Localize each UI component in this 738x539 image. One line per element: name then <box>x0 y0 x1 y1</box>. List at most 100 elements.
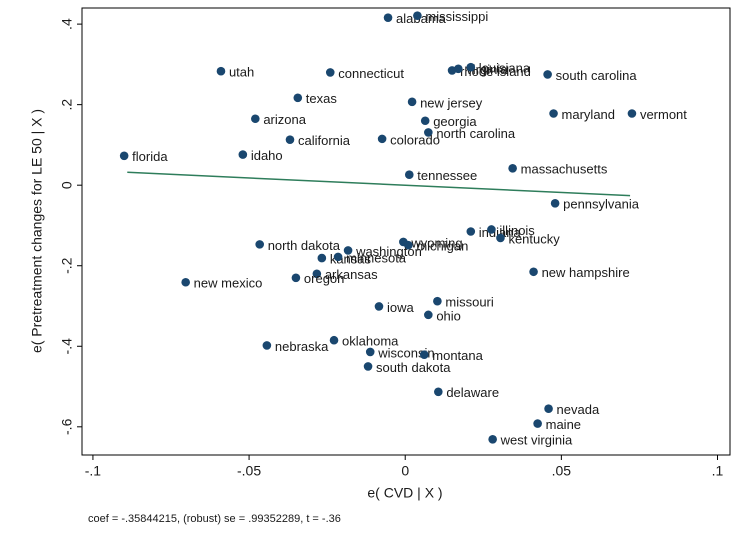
point <box>216 66 226 76</box>
point <box>466 227 476 236</box>
point-label: georgia <box>433 114 477 129</box>
point-label: west virginia <box>500 433 573 448</box>
y-tick-label: .2 <box>59 99 75 111</box>
point-label: north dakota <box>268 238 341 253</box>
point-label: montana <box>432 348 483 363</box>
point-label: pennsylvania <box>563 197 640 212</box>
point <box>293 93 303 103</box>
point <box>543 70 552 79</box>
point <box>343 246 353 255</box>
point <box>533 419 542 428</box>
point-label: illinois <box>499 223 535 238</box>
point-label: nebraska <box>275 339 329 354</box>
point-label: ohio <box>436 308 461 323</box>
point <box>488 434 497 444</box>
point <box>550 199 560 208</box>
point <box>317 253 327 263</box>
point-label: rhode island <box>460 64 531 79</box>
point-label: utah <box>229 65 254 80</box>
point-label: oklahoma <box>342 334 399 349</box>
point-label: california <box>298 133 351 148</box>
point-label: virginia <box>466 62 508 77</box>
point <box>291 273 301 283</box>
x-axis-label: e( CVD | X ) <box>367 485 442 501</box>
point-label: north carolina <box>436 126 516 141</box>
point-label: wyoming <box>410 235 462 250</box>
point-label: massachusetts <box>521 162 608 177</box>
point <box>407 97 417 107</box>
point-label: new hampshire <box>542 265 630 280</box>
point-label: louisiana <box>479 61 531 76</box>
point <box>466 62 476 72</box>
point-label: new jersey <box>420 95 483 110</box>
point-label: wisconsin <box>377 345 434 360</box>
point-label: iowa <box>387 300 415 315</box>
point-label: colorado <box>390 132 440 147</box>
point-label: delaware <box>446 385 499 400</box>
point-label: south carolina <box>556 68 638 83</box>
point-label: arkansas <box>325 267 378 282</box>
point <box>487 225 496 234</box>
point <box>454 64 463 74</box>
point-label: washington <box>355 244 422 259</box>
point <box>262 341 272 350</box>
point <box>119 151 129 161</box>
y-tick-label: .4 <box>59 18 75 30</box>
point-label: nevada <box>557 402 600 417</box>
point-label: mississippi <box>425 9 488 24</box>
point-label: minnesota <box>346 250 407 265</box>
point <box>496 233 505 243</box>
point <box>420 116 430 126</box>
point <box>329 335 339 345</box>
point-label: alabama <box>396 11 447 26</box>
point <box>508 163 517 173</box>
point <box>238 150 248 159</box>
point <box>255 240 264 249</box>
point <box>404 170 414 180</box>
point-label: new mexico <box>194 276 263 291</box>
point <box>434 387 443 397</box>
plot-frame <box>81 7 731 456</box>
point <box>529 267 538 277</box>
point <box>251 114 260 124</box>
point <box>285 135 295 144</box>
fit-line <box>127 171 631 197</box>
y-tick-label: -.4 <box>59 338 75 355</box>
x-tick-label: .1 <box>712 463 724 479</box>
point <box>325 68 335 77</box>
point <box>424 128 433 137</box>
point <box>413 11 422 20</box>
point-label: tennessee <box>417 168 477 183</box>
point-label: kentucky <box>508 231 560 246</box>
point-label: missouri <box>445 295 494 310</box>
point-label: vermont <box>640 107 687 122</box>
point <box>404 240 413 250</box>
y-tick-label: -.6 <box>59 418 75 435</box>
point <box>419 350 429 360</box>
point <box>312 269 322 279</box>
x-tick-label: .05 <box>552 463 572 479</box>
point <box>333 252 343 262</box>
point <box>365 347 375 357</box>
point <box>544 404 553 413</box>
point <box>383 13 393 22</box>
note: coef = -.35844215, (robust) se = .993522… <box>88 513 341 525</box>
point <box>374 302 384 311</box>
y-tick-label: 0 <box>59 181 75 189</box>
x-tick-label: -.1 <box>85 463 102 479</box>
point-label: south dakota <box>376 360 451 375</box>
y-tick-label: -.2 <box>59 257 75 274</box>
point <box>181 277 190 287</box>
point-label: idaho <box>251 148 283 163</box>
point <box>363 362 373 371</box>
x-tick-label: -.05 <box>237 463 261 479</box>
point-label: florida <box>132 149 168 164</box>
point <box>424 310 433 320</box>
point-label: arizona <box>263 112 306 127</box>
point-label: maine <box>546 417 581 432</box>
point-label: texas <box>306 91 338 106</box>
point <box>549 109 558 118</box>
point-label: michigan <box>416 239 468 254</box>
point-label: oregon <box>304 271 344 286</box>
